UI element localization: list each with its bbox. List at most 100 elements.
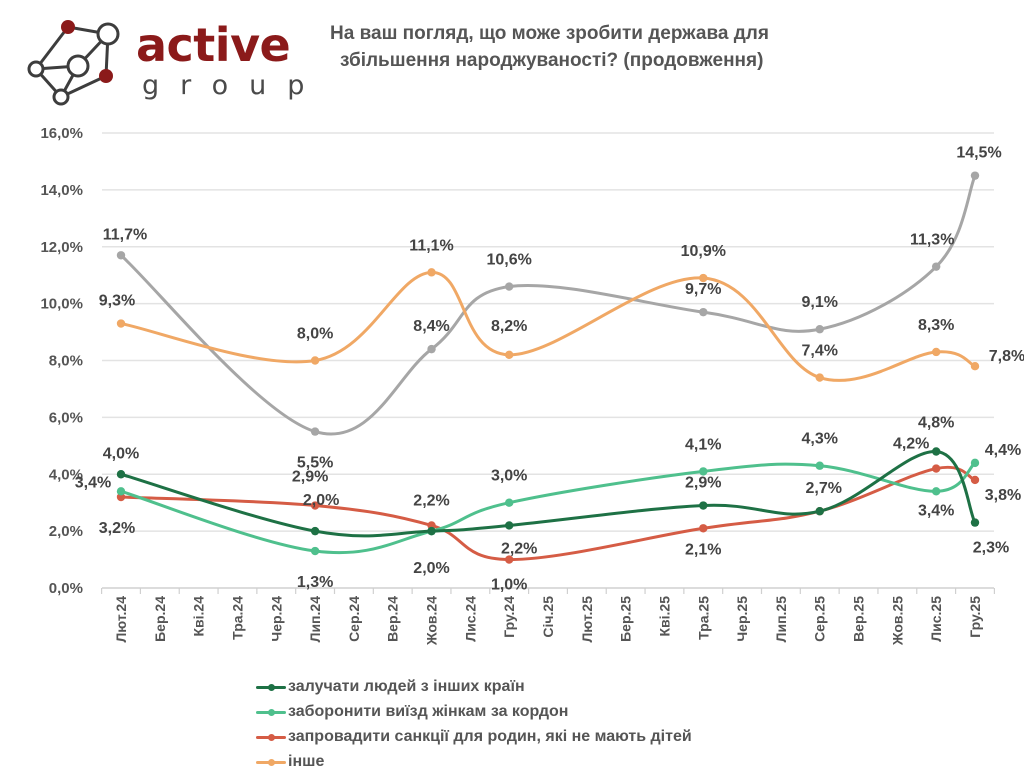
data-label: 3,4% (918, 502, 954, 519)
y-tick-label: 14,0% (40, 182, 83, 199)
data-point (116, 251, 126, 260)
data-point (504, 350, 514, 360)
data-point (310, 356, 320, 365)
data-point (970, 361, 980, 371)
data-point (931, 262, 941, 271)
series-line (119, 174, 977, 436)
data-point (970, 518, 980, 527)
data-label: 4,4% (985, 442, 1021, 459)
x-tick-label: Лис.25 (928, 596, 944, 642)
legend-item: запровадити санкції для родин, які не ма… (256, 724, 692, 749)
y-tick-label: 12,0% (40, 239, 83, 256)
data-point (504, 555, 514, 564)
data-label: 2,2% (501, 540, 537, 557)
data-label: 3,0% (491, 468, 527, 485)
data-point (116, 487, 126, 496)
data-point (970, 171, 980, 180)
data-label: 3,2% (99, 520, 135, 537)
data-point (310, 546, 320, 556)
x-tick-label: Гру.24 (501, 596, 517, 638)
legend-swatch-icon (256, 757, 286, 767)
data-point (931, 447, 941, 456)
data-label: 2,2% (413, 492, 449, 509)
network-nodes-icon (27, 20, 120, 106)
data-label: 2,3% (973, 540, 1009, 557)
x-tick-label: Вер.25 (851, 596, 867, 642)
y-tick-label: 4,0% (49, 466, 83, 483)
x-tick-label: Лют.24 (113, 596, 129, 643)
data-label: 5,5% (297, 455, 333, 472)
x-tick-label: Лип.25 (773, 596, 789, 643)
legend-label: залучати людей з інших країн (288, 677, 525, 695)
y-tick-label: 6,0% (49, 409, 83, 426)
data-point (427, 344, 436, 354)
data-point (970, 458, 980, 468)
data-point (504, 282, 514, 291)
data-label: 10,9% (681, 243, 726, 260)
x-tick-label: Сер.24 (346, 596, 362, 642)
data-point (504, 521, 514, 530)
x-tick-label: Кві.25 (656, 596, 672, 637)
data-label: 8,3% (918, 317, 954, 334)
y-tick-label: 2,0% (49, 523, 83, 540)
data-label: 7,4% (801, 343, 837, 360)
data-point (699, 467, 708, 476)
y-tick-label: 10,0% (40, 296, 83, 313)
legend-item: заборонити виїзд жінкам за кордон (256, 699, 692, 724)
data-point (931, 487, 941, 496)
legend-item: залучати людей з інших країн (256, 674, 692, 699)
y-tick-label: 16,0% (40, 125, 83, 142)
data-label: 8,4% (413, 318, 449, 335)
y-tick-label: 8,0% (49, 353, 83, 370)
data-point (310, 427, 320, 436)
legend-label: заборонити виїзд жінкам за кордон (288, 702, 569, 720)
legend-swatch-icon (256, 707, 286, 717)
brand-name: active (136, 18, 291, 72)
y-axis-ticks: 0,0% 2,0% 4,0% 6,0% 8,0% 10,0% 12,0% 14,0% 16,0% (40, 125, 83, 597)
data-label: 11,7% (103, 226, 147, 243)
series-line (119, 270, 977, 382)
data-label: 11,1% (409, 237, 453, 254)
data-point (699, 501, 708, 510)
series-line (119, 461, 977, 555)
data-label: 2,1% (685, 541, 721, 558)
data-label: 1,3% (297, 574, 333, 591)
data-point (310, 501, 320, 510)
data-label: 4,1% (685, 436, 721, 453)
data-point (815, 325, 824, 334)
data-point (815, 507, 824, 516)
legend-item: інше (256, 749, 692, 774)
brand-subname: group (142, 70, 326, 101)
data-label: 9,7% (685, 281, 721, 298)
x-tick-label: Бер.24 (152, 596, 168, 642)
x-tick-label: Лют.25 (579, 596, 595, 643)
data-label: 1,0% (491, 577, 527, 594)
data-point (699, 307, 708, 317)
data-point (504, 498, 514, 507)
data-point (310, 526, 320, 536)
data-label: 2,9% (292, 469, 328, 486)
x-tick-label: Лип.24 (307, 596, 323, 643)
data-point (427, 268, 436, 277)
series-lines (116, 171, 980, 564)
data-label: 4,3% (801, 431, 837, 448)
data-label: 9,3% (99, 293, 135, 310)
x-tick-label: Вер.24 (385, 596, 401, 642)
legend-swatch-icon (256, 682, 286, 692)
data-point (970, 475, 980, 485)
data-label: 10,6% (486, 252, 531, 269)
data-label: 4,0% (103, 445, 139, 462)
x-tick-label: Жов.24 (424, 596, 440, 646)
x-tick-label: Січ.25 (540, 596, 556, 638)
x-axis: Лют.24 Бер.24 Кві.24 Тра.24 Чер.24 Лип.24 Сер.… (100, 588, 996, 646)
x-tick-label: Чер.24 (268, 596, 284, 642)
data-point (427, 526, 436, 536)
data-label: 3,4% (75, 474, 111, 491)
x-tick-label: Лис.24 (462, 596, 478, 642)
brand-logo: active group (24, 14, 314, 106)
x-tick-label: Гру.25 (967, 596, 983, 638)
data-point (699, 273, 708, 283)
data-label: 9,1% (801, 294, 837, 311)
data-label: 14,5% (956, 145, 1001, 162)
